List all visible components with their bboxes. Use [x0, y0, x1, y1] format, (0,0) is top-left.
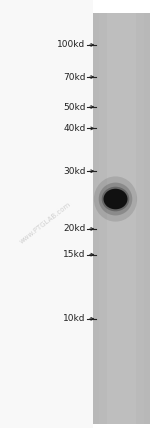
Text: 20kd: 20kd — [63, 224, 86, 234]
Text: 30kd: 30kd — [63, 166, 86, 176]
Text: 100kd: 100kd — [57, 40, 86, 50]
Ellipse shape — [102, 187, 129, 211]
Text: www.PTGLAB.com: www.PTGLAB.com — [18, 201, 72, 244]
Text: 50kd: 50kd — [63, 102, 86, 112]
Bar — [93, 13, 150, 424]
Text: 40kd: 40kd — [63, 124, 86, 133]
Bar — [107, 13, 136, 424]
Bar — [99, 13, 144, 424]
Text: 70kd: 70kd — [63, 72, 86, 82]
Text: 10kd: 10kd — [63, 314, 86, 324]
Text: 15kd: 15kd — [63, 250, 86, 259]
Bar — [0, 0, 93, 428]
Ellipse shape — [103, 189, 127, 209]
Ellipse shape — [99, 183, 132, 215]
Ellipse shape — [94, 176, 137, 222]
